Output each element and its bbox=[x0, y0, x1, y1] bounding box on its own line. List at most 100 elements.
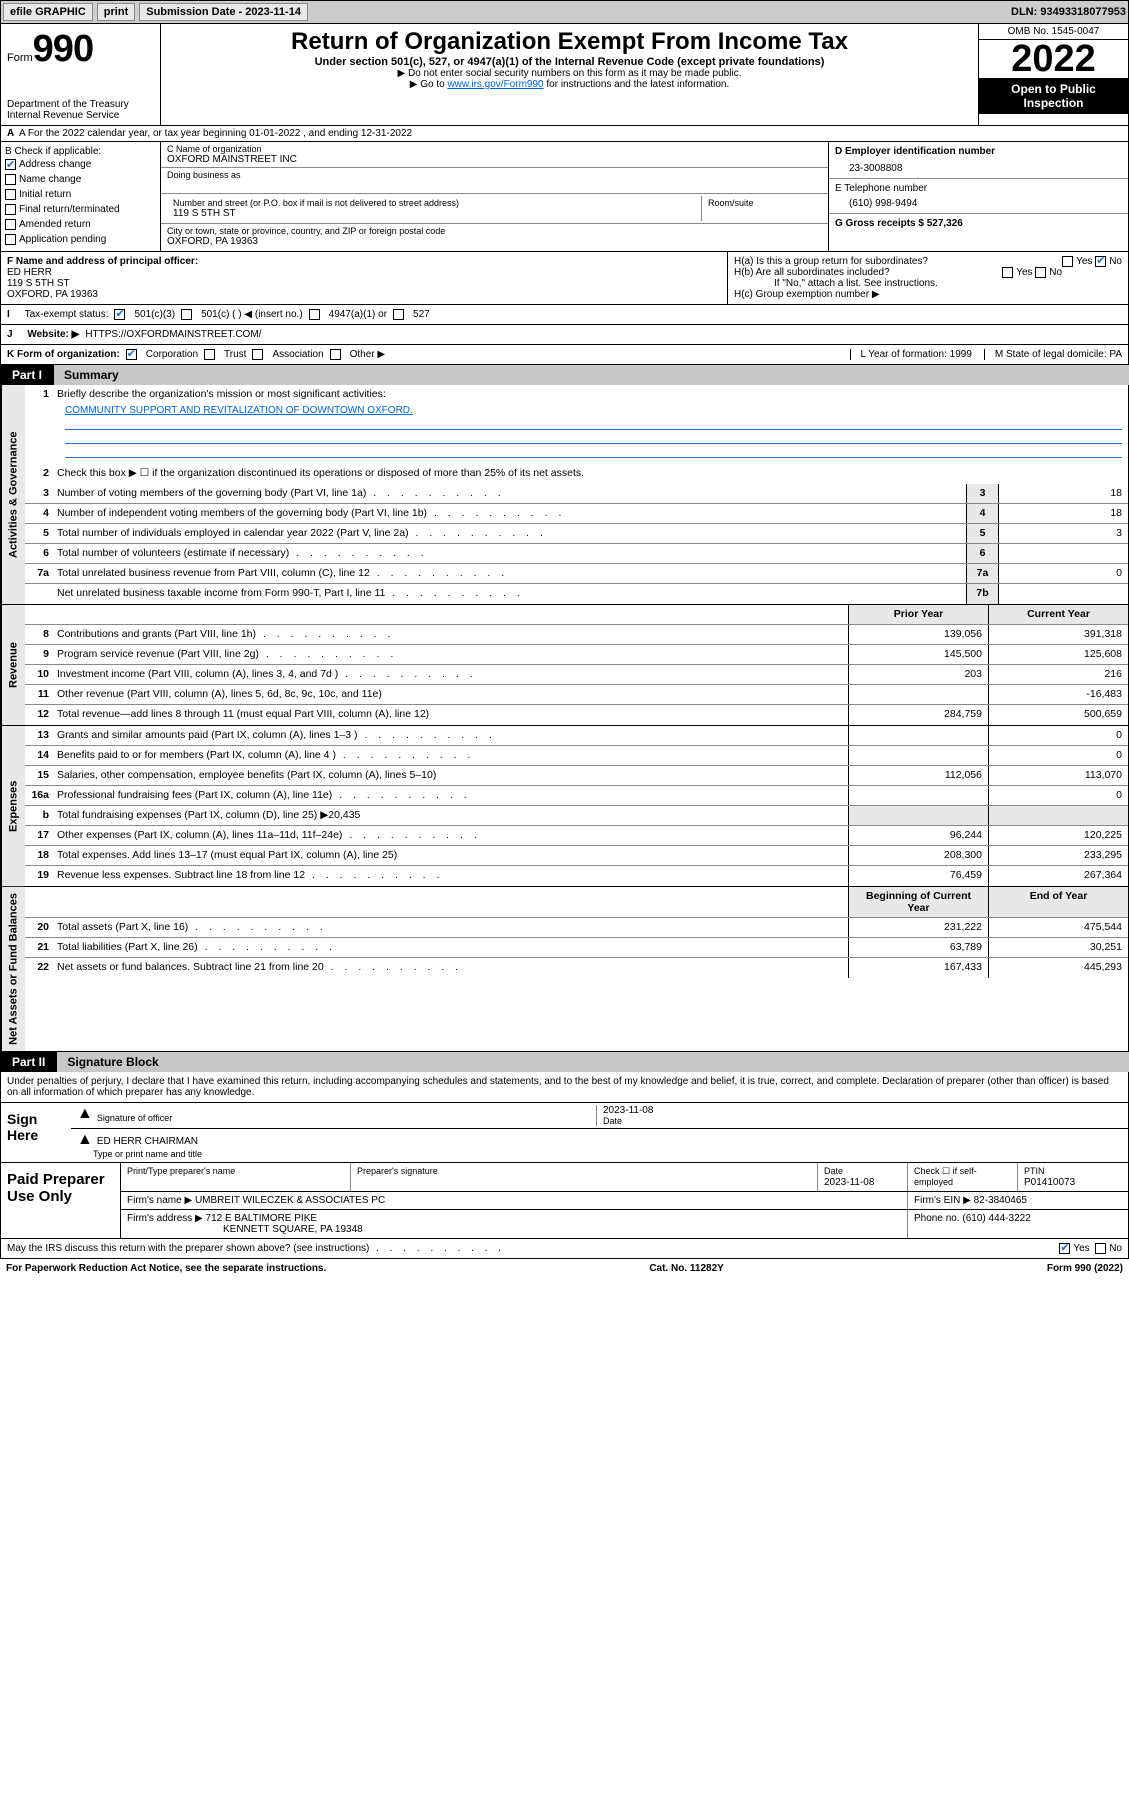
dept-treasury: Department of the Treasury bbox=[7, 99, 154, 110]
line22-current: 445,293 bbox=[988, 958, 1128, 978]
hc-label: H(c) Group exemption number ▶ bbox=[734, 289, 1122, 300]
row-a-tax-year: A A For the 2022 calendar year, or tax y… bbox=[0, 126, 1129, 142]
chk-address-change[interactable]: Address change bbox=[5, 157, 156, 172]
ein-value: 23-3008808 bbox=[835, 157, 1122, 174]
footer-row: For Paperwork Reduction Act Notice, see … bbox=[0, 1259, 1129, 1278]
org-info-col: C Name of organization OXFORD MAINSTREET… bbox=[161, 142, 828, 251]
part2-header: Part II Signature Block bbox=[0, 1052, 1129, 1072]
chk-527[interactable] bbox=[393, 309, 404, 320]
self-employed-label: Check ☐ if self-employed bbox=[914, 1166, 977, 1187]
part2-title: Signature Block bbox=[57, 1052, 1129, 1072]
firm-addr-label: Firm's address ▶ bbox=[127, 1213, 203, 1224]
chk-501c[interactable] bbox=[181, 309, 192, 320]
line19-prior: 76,459 bbox=[848, 866, 988, 886]
checkbox-icon[interactable] bbox=[1035, 267, 1046, 278]
submission-date-value: 2023-11-14 bbox=[245, 6, 301, 18]
dln: DLN: 93493318077953 bbox=[1011, 6, 1126, 18]
state-domicile: M State of legal domicile: PA bbox=[984, 349, 1122, 360]
irs-label: Internal Revenue Service bbox=[7, 110, 154, 121]
ha-label: H(a) Is this a group return for subordin… bbox=[734, 256, 928, 267]
chk-amended-return[interactable]: Amended return bbox=[5, 217, 156, 232]
expenses-tab: Expenses bbox=[1, 726, 25, 886]
type-name-label: Type or print name and title bbox=[77, 1149, 202, 1159]
firm-ein-label: Firm's EIN ▶ bbox=[914, 1195, 971, 1206]
perjury-statement: Under penalties of perjury, I declare th… bbox=[1, 1072, 1128, 1102]
firm-phone-label: Phone no. bbox=[914, 1213, 960, 1224]
efile-topbar: efile GRAPHIC print Submission Date - 20… bbox=[0, 0, 1129, 24]
goto-pre: ▶ Go to bbox=[410, 79, 448, 90]
city-label: City or town, state or province, country… bbox=[167, 226, 822, 236]
checkbox-icon[interactable] bbox=[1095, 256, 1106, 267]
dln-label: DLN: bbox=[1011, 6, 1040, 18]
end-year-head: End of Year bbox=[988, 887, 1128, 917]
chk-app-pending[interactable]: Application pending bbox=[5, 232, 156, 247]
gross-value: 527,326 bbox=[927, 218, 963, 229]
chk-corp[interactable] bbox=[126, 349, 137, 360]
line21-label: Total liabilities (Part X, line 26) bbox=[53, 938, 848, 957]
checkbox-icon[interactable] bbox=[1062, 256, 1073, 267]
part2-num: Part II bbox=[0, 1052, 57, 1072]
line11-current: -16,483 bbox=[988, 685, 1128, 704]
line12-label: Total revenue—add lines 8 through 11 (mu… bbox=[53, 705, 848, 725]
line11-label: Other revenue (Part VIII, column (A), li… bbox=[53, 685, 848, 704]
firm-phone: (610) 444-3222 bbox=[962, 1213, 1030, 1224]
tax-status-label: Tax-exempt status: bbox=[25, 309, 109, 320]
line10-label: Investment income (Part VIII, column (A)… bbox=[53, 665, 848, 684]
form-num: 990 bbox=[33, 28, 93, 70]
current-year-head: Current Year bbox=[988, 605, 1128, 624]
phone-value: (610) 998-9494 bbox=[835, 194, 1122, 209]
form-ref: Form 990 (2022) bbox=[1047, 1263, 1123, 1274]
chk-final-return[interactable]: Final return/terminated bbox=[5, 202, 156, 217]
revenue-section: Revenue Prior YearCurrent Year 8Contribu… bbox=[0, 605, 1129, 726]
checkbox-icon[interactable] bbox=[1002, 267, 1013, 278]
signature-block: Under penalties of perjury, I declare th… bbox=[0, 1072, 1129, 1239]
line10-prior: 203 bbox=[848, 665, 988, 684]
chk-trust[interactable] bbox=[204, 349, 215, 360]
chk-501c3[interactable] bbox=[114, 309, 125, 320]
goto-post: for instructions and the latest informat… bbox=[544, 79, 730, 90]
chk-assoc[interactable] bbox=[252, 349, 263, 360]
governance-tab: Activities & Governance bbox=[1, 385, 25, 604]
ptin-value: P01410073 bbox=[1024, 1177, 1075, 1188]
year-formation: L Year of formation: 1999 bbox=[850, 349, 972, 360]
line10-current: 216 bbox=[988, 665, 1128, 684]
print-button[interactable]: print bbox=[97, 3, 135, 21]
instructions-link[interactable]: www.irs.gov/Form990 bbox=[447, 79, 543, 90]
ein-col: D Employer identification number 23-3008… bbox=[828, 142, 1128, 251]
form-org-row: K Form of organization: Corporation Trus… bbox=[0, 345, 1129, 365]
chk-other[interactable] bbox=[330, 349, 341, 360]
line14-current: 0 bbox=[988, 746, 1128, 765]
line20-label: Total assets (Part X, line 16) bbox=[53, 918, 848, 937]
revenue-tab: Revenue bbox=[1, 605, 25, 725]
line9-current: 125,608 bbox=[988, 645, 1128, 664]
efile-graphic-label: efile GRAPHIC bbox=[3, 3, 93, 21]
line7a-val: 0 bbox=[998, 564, 1128, 583]
hb-note: If "No," attach a list. See instructions… bbox=[734, 278, 1122, 289]
chk-discuss-no[interactable] bbox=[1095, 1243, 1106, 1254]
line12-prior: 284,759 bbox=[848, 705, 988, 725]
website-value: HTTPS://OXFORDMAINSTREET.COM/ bbox=[85, 329, 261, 340]
line8-prior: 139,056 bbox=[848, 625, 988, 644]
line22-label: Net assets or fund balances. Subtract li… bbox=[53, 958, 848, 978]
firm-addr1: 712 E BALTIMORE PIKE bbox=[206, 1213, 318, 1224]
chk-name-change[interactable]: Name change bbox=[5, 172, 156, 187]
street-address: 119 S 5TH ST bbox=[173, 208, 695, 219]
submission-date: Submission Date - 2023-11-14 bbox=[139, 3, 308, 21]
open-inspection: Open to Public Inspection bbox=[979, 78, 1128, 114]
begin-year-head: Beginning of Current Year bbox=[848, 887, 988, 917]
b-title: B Check if applicable: bbox=[5, 146, 156, 157]
firm-name: UMBREIT WILECZEK & ASSOCIATES PC bbox=[195, 1195, 385, 1206]
phone-label: E Telephone number bbox=[835, 183, 1122, 194]
form-subtitle: Under section 501(c), 527, or 4947(a)(1)… bbox=[165, 56, 974, 68]
line12-current: 500,659 bbox=[988, 705, 1128, 725]
chk-discuss-yes[interactable] bbox=[1059, 1243, 1070, 1254]
chk-4947[interactable] bbox=[309, 309, 320, 320]
officer-addr2: OXFORD, PA 19363 bbox=[7, 289, 98, 300]
line16a-prior bbox=[848, 786, 988, 805]
form-word: Form bbox=[7, 52, 33, 64]
chk-initial-return[interactable]: Initial return bbox=[5, 187, 156, 202]
sign-here-label: Sign Here bbox=[1, 1103, 71, 1162]
paperwork-notice: For Paperwork Reduction Act Notice, see … bbox=[6, 1263, 326, 1274]
paid-preparer-label: Paid Preparer Use Only bbox=[1, 1163, 121, 1238]
website-label: Website: ▶ bbox=[27, 329, 79, 340]
